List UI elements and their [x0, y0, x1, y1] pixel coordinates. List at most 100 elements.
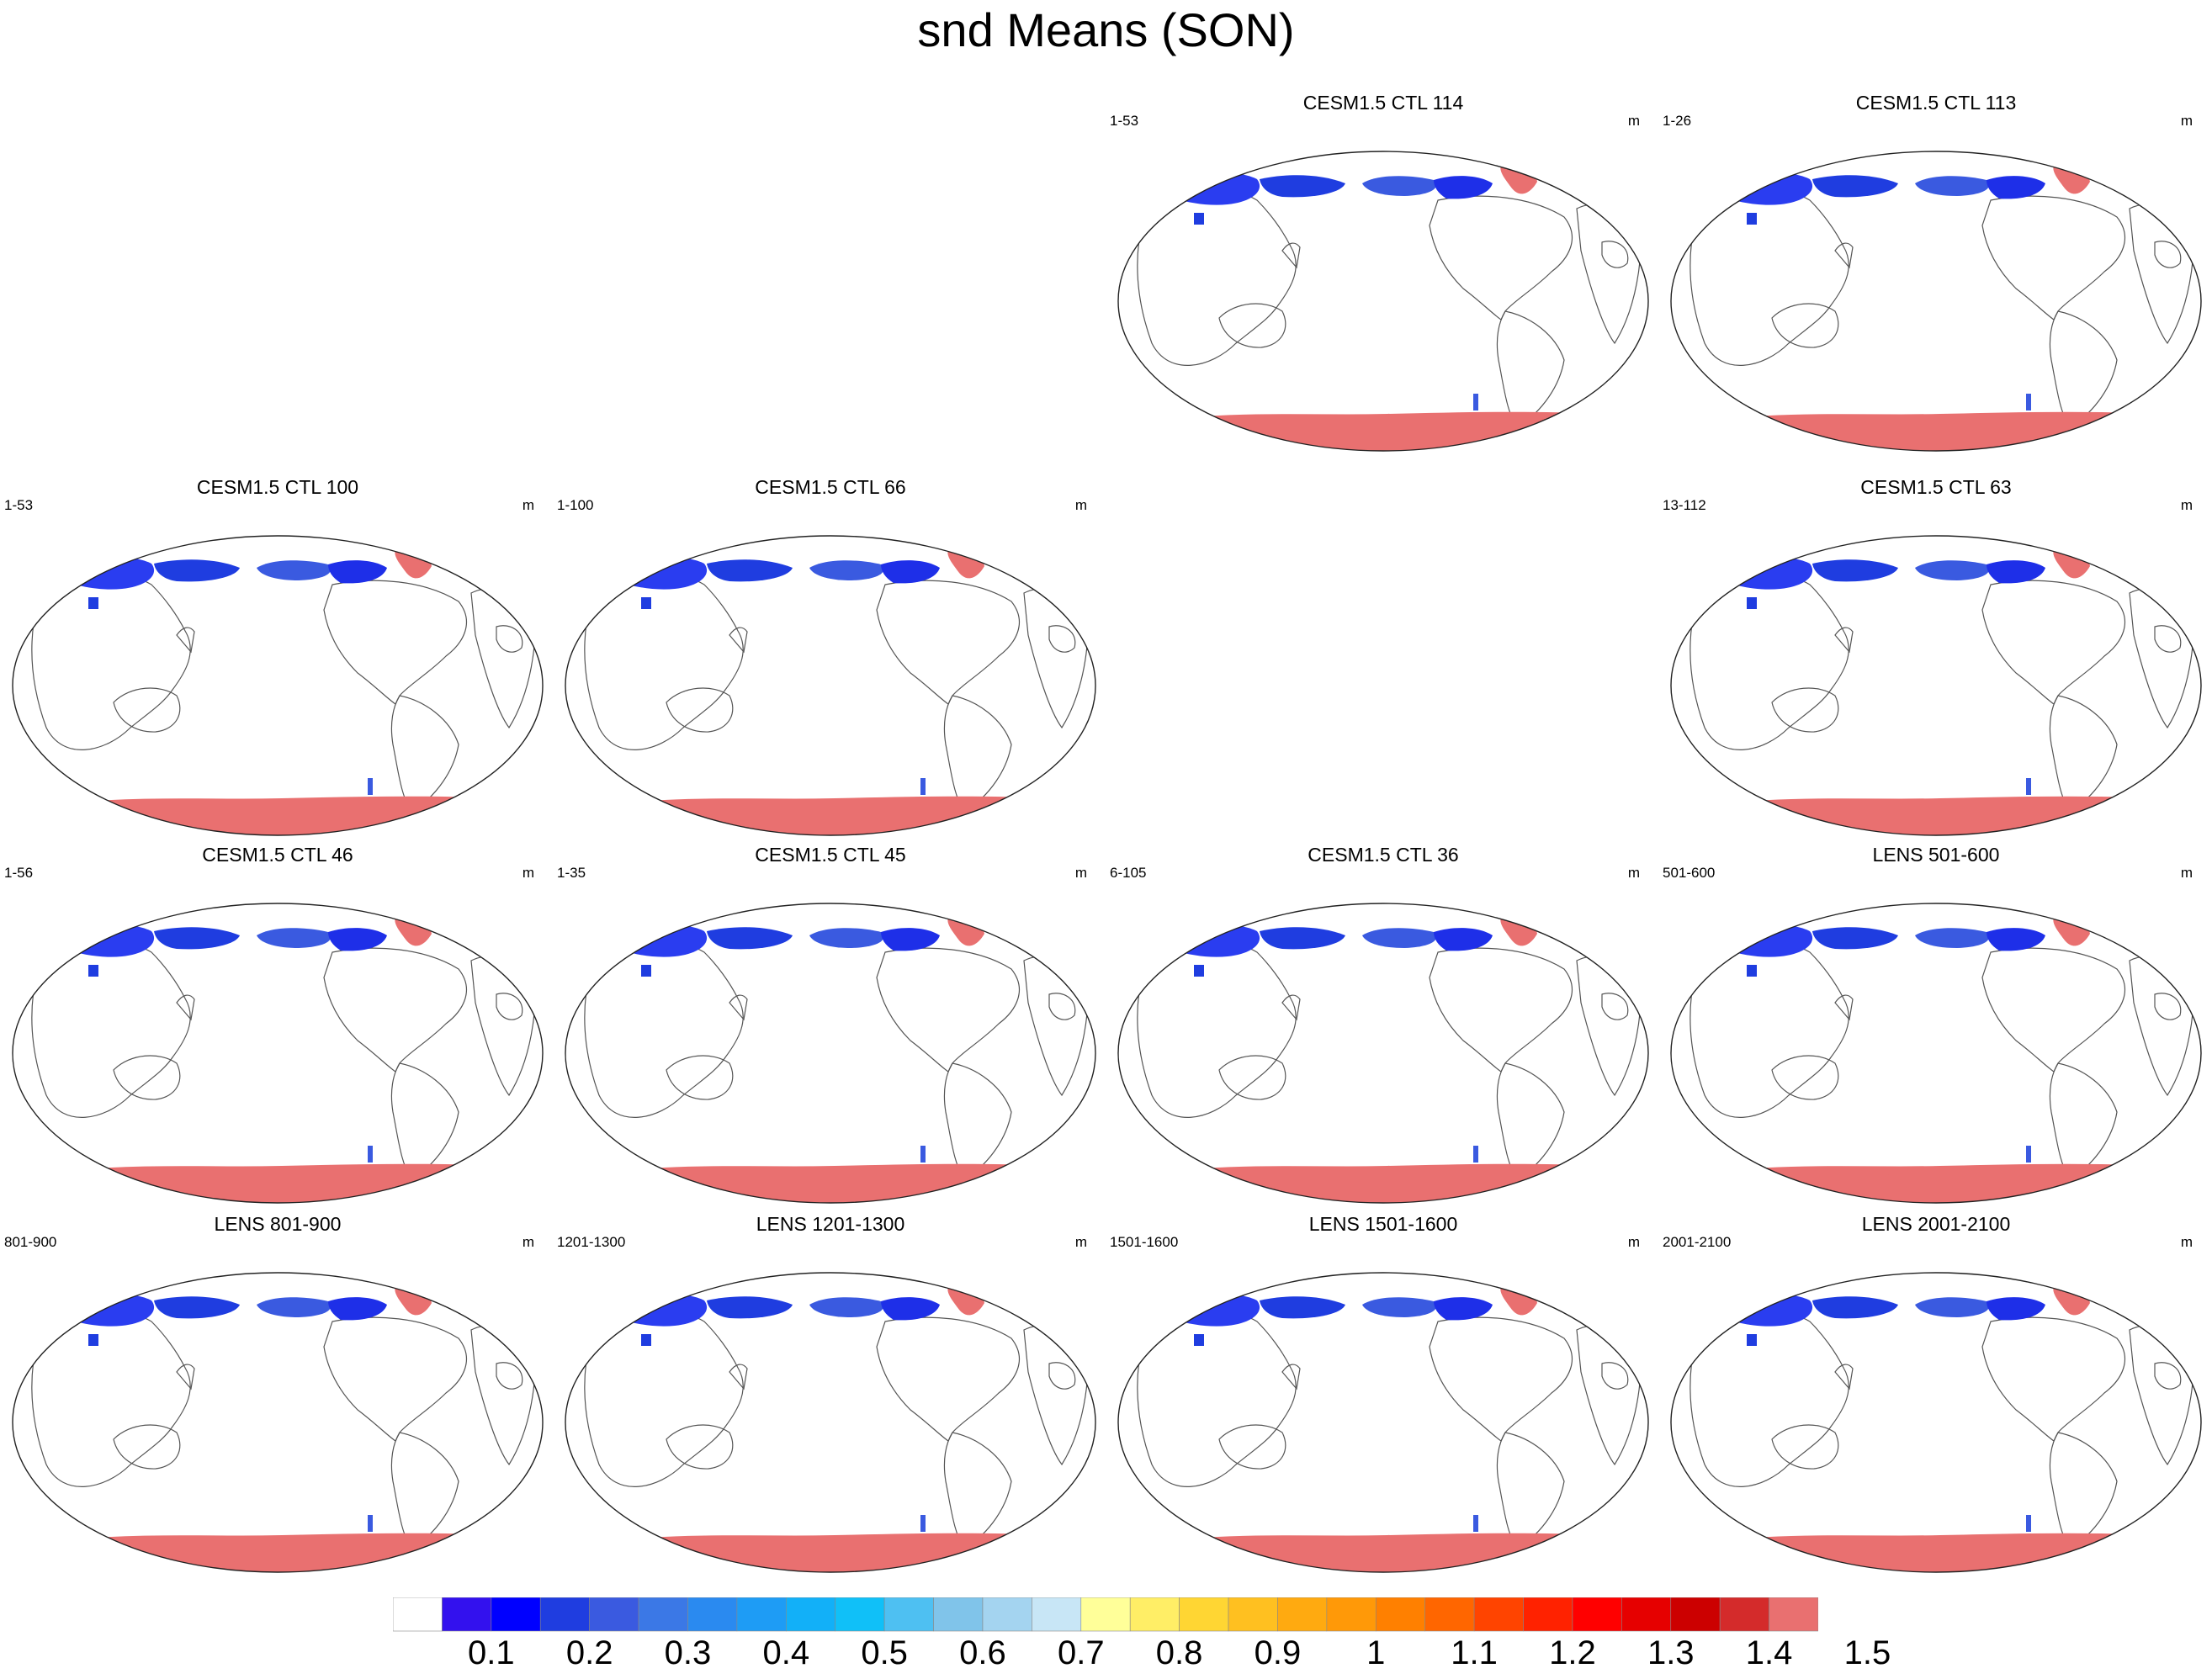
panel-year-range: 6-105 — [1110, 865, 1147, 881]
map-outline — [1670, 1272, 2202, 1573]
coastline-3 — [323, 947, 467, 1073]
coastline-6 — [2154, 1362, 2182, 1390]
coastline-6 — [2154, 993, 2182, 1020]
colorbar-box — [736, 1597, 787, 1632]
snow-siberia — [1812, 927, 1898, 950]
colorbar-box — [835, 1597, 885, 1632]
coastline-2 — [1834, 627, 1854, 654]
snow-alaska — [809, 560, 884, 580]
snow-andes — [368, 1146, 373, 1163]
snow-antarctica — [1711, 796, 2167, 835]
panel-units: m — [2180, 865, 2193, 881]
coastline-6 — [496, 993, 523, 1020]
snow-canada — [328, 928, 387, 951]
snow-alaska — [257, 928, 332, 948]
map-outline — [565, 903, 1096, 1204]
snow-andes — [1473, 1515, 1478, 1532]
world-map — [1117, 151, 1649, 452]
map-background — [13, 1273, 543, 1572]
panel-year-range: 1-53 — [4, 497, 34, 513]
snow-alaska — [1362, 928, 1437, 948]
coastline-3 — [1981, 1316, 2125, 1442]
coastline-3 — [1981, 947, 2125, 1073]
page-title: snd Means (SON) — [917, 3, 1295, 56]
map-panel: LENS 501-600 501-600 m — [1663, 843, 2209, 1204]
panel-title: LENS 2001-2100 — [1861, 1213, 2011, 1235]
colorbar-label: 0.4 — [762, 1634, 810, 1671]
coastline-3 — [1429, 947, 1573, 1073]
colorbar-label: 0.2 — [565, 1634, 613, 1671]
colorbar-box — [1572, 1597, 1622, 1632]
snow-antarctica — [1711, 411, 2167, 451]
coastline-1 — [1218, 303, 1286, 348]
colorbar-label: 1.4 — [1745, 1634, 1793, 1671]
colorbar-box — [1621, 1597, 1672, 1632]
coastline-6 — [1048, 625, 1076, 653]
colorbar-label: 0.3 — [664, 1634, 712, 1671]
panel-units: m — [1627, 865, 1640, 881]
world-map — [1117, 1272, 1649, 1573]
map-outline — [565, 535, 1096, 836]
snow-canada — [1987, 928, 2045, 951]
snow-canada — [328, 560, 387, 584]
coastline-1 — [113, 687, 181, 733]
map-panel: CESM1.5 CTL 63 13-112 m — [1663, 475, 2209, 836]
colorbar-label: 0.9 — [1254, 1634, 1302, 1671]
coastline-1 — [113, 1055, 181, 1100]
map-panel: CESM1.5 CTL 114 1-53 m — [1110, 91, 1657, 452]
snow-andes — [2026, 1515, 2031, 1532]
snow-tibet — [641, 1334, 651, 1346]
colorbar-box — [442, 1597, 492, 1632]
coastline-2 — [1281, 994, 1301, 1021]
colorbar-box — [491, 1597, 541, 1632]
snow-eurasia — [1160, 924, 1260, 957]
snow-tibet — [88, 597, 98, 609]
colorbar-box — [1179, 1597, 1229, 1632]
snow-antarctica — [1158, 1533, 1614, 1572]
map-background — [13, 903, 543, 1203]
coastline-6 — [1601, 1362, 1629, 1390]
panel-year-range: 801-900 — [4, 1234, 57, 1250]
panel-year-range: 1-100 — [557, 497, 594, 513]
snow-andes — [920, 778, 926, 795]
map-panel: CESM1.5 CTL 46 1-56 m — [4, 843, 551, 1204]
snow-tibet — [1747, 1334, 1757, 1346]
map-outline — [565, 1272, 1096, 1573]
snow-eurasia — [1160, 1294, 1260, 1327]
coastline-2 — [176, 1364, 195, 1390]
coastline-6 — [496, 625, 523, 653]
snow-siberia — [1260, 1296, 1345, 1319]
snow-eurasia — [55, 1294, 155, 1327]
panel-title: CESM1.5 CTL 45 — [755, 844, 906, 866]
panel-title: LENS 501-600 — [1872, 844, 2000, 866]
panel-title: LENS 801-900 — [214, 1213, 342, 1235]
panel-title: LENS 1201-1300 — [756, 1213, 905, 1235]
colorbar-box — [1719, 1597, 1769, 1632]
snow-antarctica — [52, 1533, 508, 1572]
panel-title: CESM1.5 CTL 113 — [1855, 92, 2017, 114]
colorbar-box — [883, 1597, 934, 1632]
map-panel: CESM1.5 CTL 66 1-100 m — [557, 475, 1104, 836]
coastline-2 — [729, 1364, 748, 1390]
colorbar-box — [1129, 1597, 1180, 1632]
snow-canada — [881, 928, 940, 951]
snow-tibet — [641, 597, 651, 609]
snow-antarctica — [1158, 411, 1614, 451]
snow-siberia — [707, 927, 793, 950]
snow-antarctica — [605, 796, 1061, 835]
snow-andes — [2026, 394, 2031, 410]
snow-siberia — [1260, 927, 1345, 950]
snow-antarctica — [52, 1163, 508, 1203]
map-outline — [1670, 903, 2202, 1204]
snow-tibet — [88, 1334, 98, 1346]
coastline-2 — [1834, 994, 1854, 1021]
panel-units: m — [1074, 865, 1087, 881]
coastline-3 — [876, 580, 1020, 705]
colorbar-label: 1.5 — [1843, 1634, 1891, 1671]
snow-antarctica — [605, 1533, 1061, 1572]
panel-year-range: 1-53 — [1110, 113, 1139, 129]
panel-units: m — [1627, 1234, 1640, 1250]
snow-canada — [1987, 560, 2045, 584]
snow-eurasia — [1160, 172, 1260, 205]
snow-eurasia — [1713, 172, 1813, 205]
